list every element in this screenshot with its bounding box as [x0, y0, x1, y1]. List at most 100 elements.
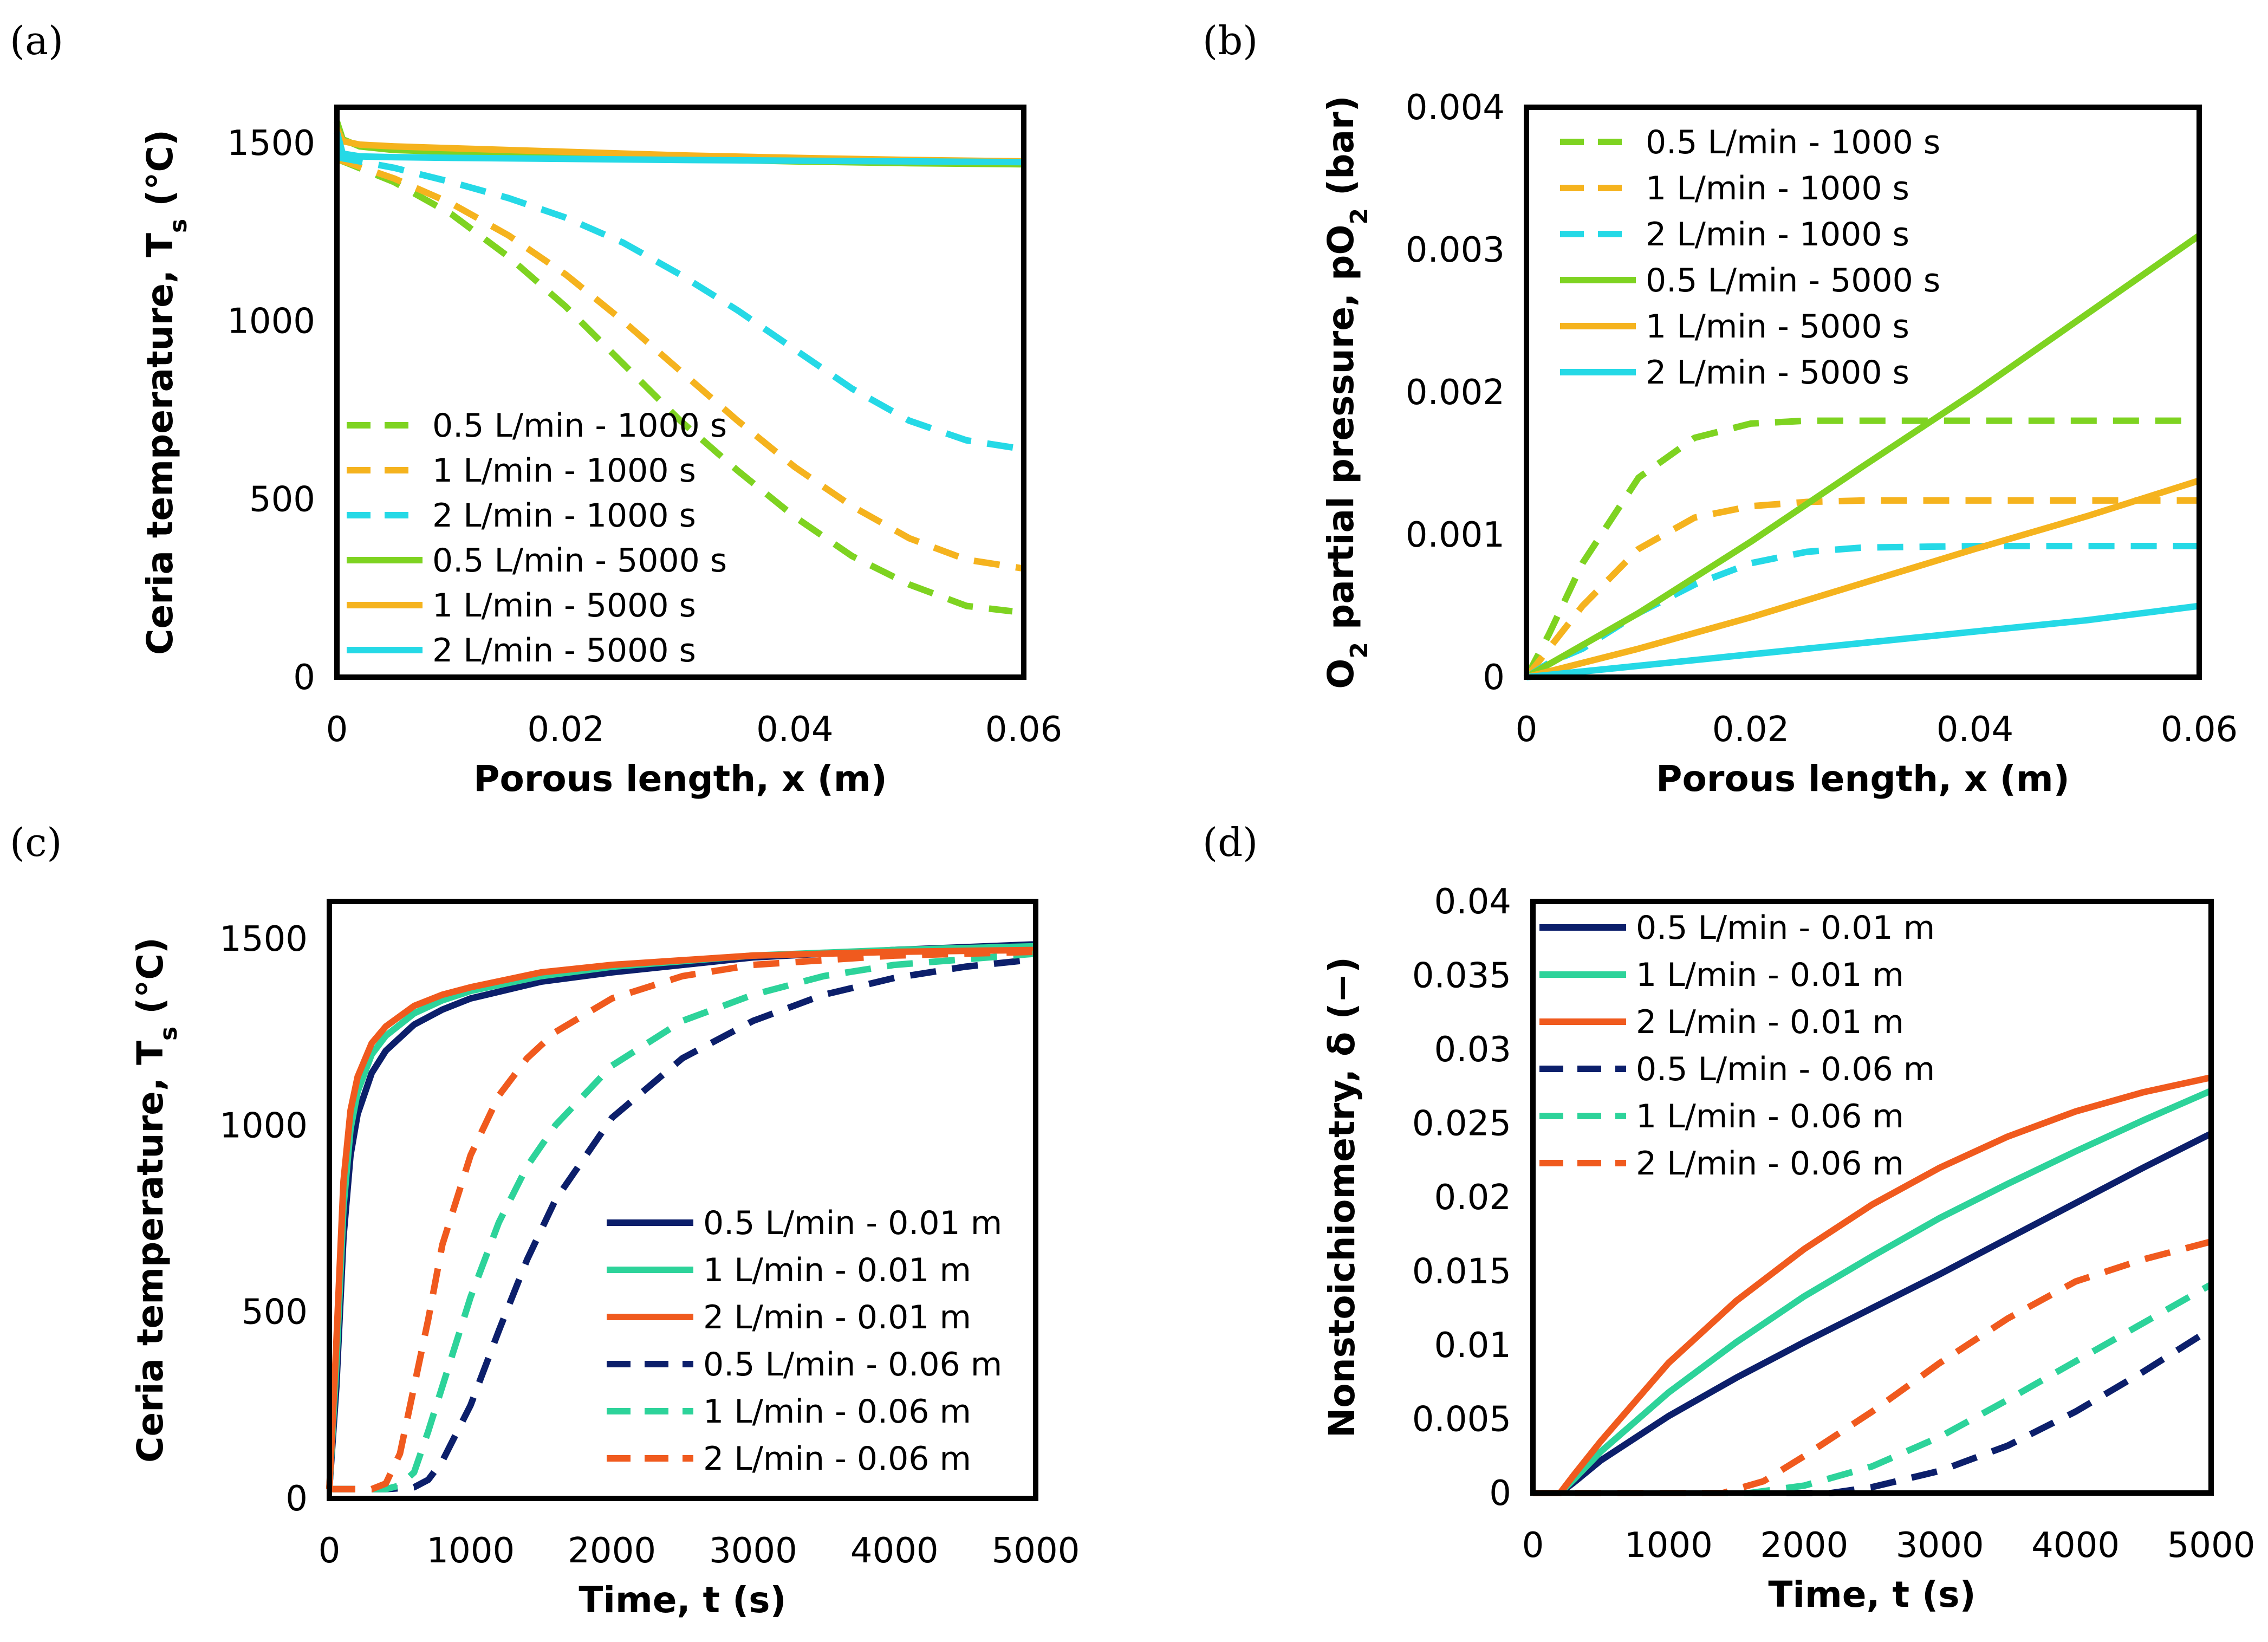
legend-label: 2 L/min - 1000 s: [1646, 216, 1909, 254]
legend-label: 2 L/min - 1000 s: [432, 497, 696, 535]
series-line-3: [1524, 543, 2199, 680]
y-tick-label: 0.004: [1406, 88, 1505, 128]
x-tick-label: 0.04: [1936, 710, 2014, 750]
series-line-3: [1533, 1074, 2212, 1496]
y-axis-label: Ceria temperature, Ts (°C): [139, 129, 192, 655]
y-tick-label: 0.001: [1406, 515, 1505, 555]
x-tick-label: 4000: [850, 1531, 939, 1571]
x-tick-label: 5000: [992, 1531, 1080, 1571]
series-group: [1523, 232, 2201, 680]
x-axis-label: Porous length, x (m): [1656, 758, 2070, 800]
legend: 0.5 L/min - 0.01 m 1 L/min - 0.01 m 2 L/mi…: [1539, 909, 1935, 1183]
legend-label: 1 L/min - 0.01 m: [703, 1251, 971, 1289]
legend-label: 1 L/min - 5000 s: [432, 587, 696, 625]
legend-label: 0.5 L/min - 0.01 m: [703, 1204, 1002, 1242]
plot-frame: [1530, 899, 2214, 1496]
x-tick-label: 5000: [2167, 1526, 2256, 1566]
legend-label: 1 L/min - 0.06 m: [1636, 1098, 1904, 1135]
panel-c: (c) 0 1000 2000 3000 4000 5000 0 500 1000 1500 Time…: [10, 820, 1080, 1621]
series-line-5: [1525, 477, 2200, 680]
y-tick-label: 0: [1483, 658, 1505, 698]
series-line-2: [1524, 497, 2199, 679]
series-line-2: [336, 155, 1024, 572]
series-line-6: [1526, 602, 2200, 680]
y-axis-label: O2 partial pressure, pO2 (bar): [1320, 95, 1373, 689]
x-tick-label: 0: [319, 1531, 341, 1571]
series-line-6: [329, 949, 1036, 1492]
y-tick-label: 1500: [219, 919, 308, 959]
x-tick-label: 1000: [1624, 1526, 1713, 1566]
series-line-6: [1533, 1238, 2212, 1496]
series-group: [1533, 1074, 2213, 1496]
legend-label: 0.5 L/min - 0.06 m: [703, 1346, 1002, 1384]
plot-frame: [327, 899, 1038, 1501]
y-tick-label: 0.04: [1434, 882, 1512, 922]
series-line-1: [1523, 417, 2199, 679]
x-tick-label: 2000: [1760, 1526, 1848, 1566]
series-line-1: [1533, 1131, 2213, 1496]
y-tick-label: 0.035: [1412, 956, 1511, 996]
y-tick-label: 0.025: [1412, 1104, 1511, 1144]
legend-label: 0.5 L/min - 5000 s: [432, 542, 727, 580]
y-axis-label: Nonstoichiometry, δ (−): [1321, 957, 1363, 1438]
legend-label: 0.5 L/min - 1000 s: [1646, 124, 1940, 161]
legend-label: 1 L/min - 1000 s: [1646, 170, 1909, 207]
y-tick-label: 0.01: [1434, 1326, 1512, 1366]
y-tick-label: 0.002: [1406, 373, 1505, 413]
series-line-4: [329, 956, 1036, 1492]
legend-label: 0.5 L/min - 0.01 m: [1636, 909, 1935, 947]
legend-label: 0.5 L/min - 5000 s: [1646, 262, 1940, 300]
legend-label: 2 L/min - 0.01 m: [1636, 1003, 1904, 1041]
legend-label: 2 L/min - 0.01 m: [703, 1299, 971, 1336]
panel-label: (c): [10, 820, 62, 865]
series-group: [326, 941, 1036, 1492]
y-tick-label: 0.005: [1412, 1400, 1511, 1440]
x-tick-label: 0.06: [985, 710, 1063, 750]
legend-label: 2 L/min - 5000 s: [1646, 354, 1909, 392]
panel-b: (b) 0 0.02 0.04 0.06 0 0.001 0.002 0.003 0.004 Por…: [1203, 18, 2238, 800]
y-tick-label: 500: [242, 1293, 308, 1333]
legend: 0.5 L/min - 1000 s 1 L/min - 1000 s 2 L/mi…: [347, 407, 727, 670]
x-tick-label: 4000: [2031, 1526, 2120, 1566]
x-tick-label: 2000: [568, 1531, 656, 1571]
series-line-6: [334, 131, 1024, 166]
legend: 0.5 L/min - 1000 s 1 L/min - 1000 s 2 L/mi…: [1560, 124, 1940, 392]
y-axis-label: Ceria temperature, Ts (°C): [129, 937, 183, 1463]
x-tick-label: 0: [1516, 710, 1538, 750]
series-group: [334, 120, 1024, 615]
x-tick-label: 0: [1522, 1526, 1544, 1566]
x-tick-label: 0.06: [2161, 710, 2238, 750]
plot-frame: [1524, 105, 2202, 680]
legend-label: 0.5 L/min - 0.06 m: [1636, 1050, 1935, 1088]
legend: 0.5 L/min - 0.01 m 1 L/min - 0.01 m 2 L/mi…: [607, 1204, 1002, 1478]
panel-label: (d): [1203, 820, 1258, 865]
y-tick-label: 0.02: [1434, 1178, 1512, 1218]
x-tick-label: 3000: [709, 1531, 797, 1571]
legend-label: 1 L/min - 5000 s: [1646, 308, 1909, 346]
legend-label: 0.5 L/min - 1000 s: [432, 407, 727, 445]
x-tick-label: 0.02: [1712, 710, 1790, 750]
y-tick-label: 0: [1489, 1474, 1511, 1514]
x-axis-label: Time, t (s): [1768, 1574, 1975, 1615]
x-tick-label: 0.02: [527, 710, 605, 750]
legend-label: 1 L/min - 0.06 m: [703, 1393, 971, 1431]
panel-d: (d) 0 1000 2000 3000 4000 5000 0 0.005 0.01 0.015 0…: [1203, 820, 2255, 1615]
series-line-1: [335, 155, 1013, 615]
y-tick-label: 1000: [219, 1106, 308, 1146]
legend-label: 2 L/min - 5000 s: [432, 632, 696, 670]
y-tick-label: 1500: [227, 124, 315, 164]
series-line-3: [326, 946, 1036, 1490]
y-tick-label: 500: [249, 479, 315, 520]
series-line-5: [329, 950, 1036, 1492]
x-tick-label: 1000: [426, 1531, 515, 1571]
legend-label: 1 L/min - 0.01 m: [1636, 956, 1904, 994]
x-tick-label: 0: [326, 710, 348, 750]
y-tick-label: 1000: [227, 302, 315, 342]
y-tick-label: 0.015: [1412, 1252, 1511, 1292]
x-tick-label: 3000: [1896, 1526, 1984, 1566]
panel-label: (a): [10, 18, 63, 63]
y-tick-label: 0: [293, 658, 315, 698]
series-line-3: [336, 154, 1024, 453]
legend-label: 1 L/min - 1000 s: [432, 452, 696, 490]
